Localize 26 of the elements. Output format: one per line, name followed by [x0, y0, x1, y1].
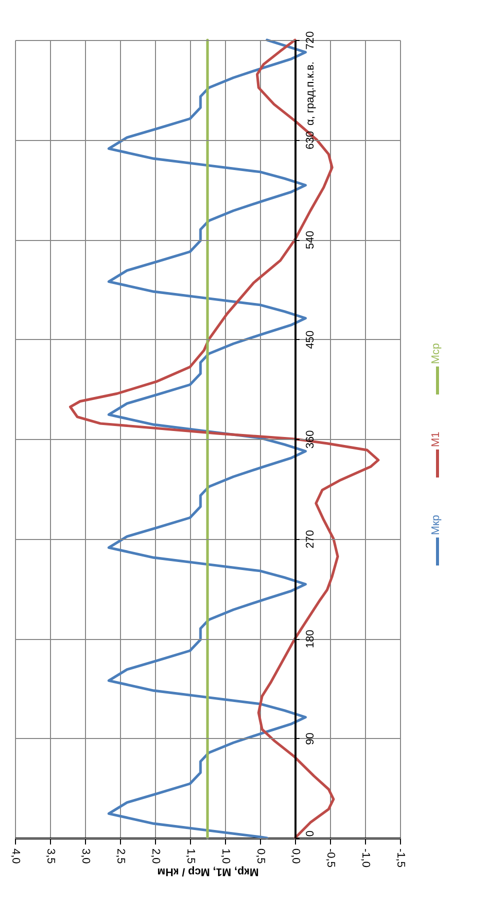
- y-tick-label: 270: [304, 530, 316, 548]
- y-tick-label: 540: [304, 230, 316, 250]
- x-tick-label: -0,5: [324, 848, 336, 868]
- x-tick-label: 1,5: [184, 848, 196, 864]
- x-tick-label: 1,0: [220, 848, 232, 864]
- text: Мср: [430, 343, 442, 364]
- y-tick-label: 450: [304, 330, 316, 349]
- x-tick-label: 2,0: [150, 848, 162, 864]
- x-tick-label: 3,0: [80, 848, 92, 864]
- x-tick-label: 0,5: [254, 848, 266, 864]
- y-tick-label: 360: [304, 430, 316, 449]
- y-tick-label: 630: [304, 131, 316, 150]
- x-tick-label: -1,5: [394, 848, 406, 868]
- x-tick-label: 3,5: [44, 848, 56, 864]
- y-axis-title: α, град.п.к.в.: [304, 62, 316, 126]
- x-tick-label: 2,5: [114, 848, 126, 864]
- x-tick-label: 4,0: [10, 848, 22, 864]
- y-tick-label: 90: [304, 732, 316, 745]
- text: Мкр: [430, 514, 442, 535]
- x-tick-label: -1,0: [360, 848, 372, 868]
- x-axis-title: Мкр, М1, Мср / кНм: [157, 865, 259, 878]
- y-tick-label: 180: [304, 630, 316, 648]
- y-tick-label: 0: [304, 830, 316, 837]
- text: М1: [430, 432, 442, 447]
- y-tick-label: 720: [304, 31, 316, 50]
- x-tick-label: 0,0: [290, 848, 302, 864]
